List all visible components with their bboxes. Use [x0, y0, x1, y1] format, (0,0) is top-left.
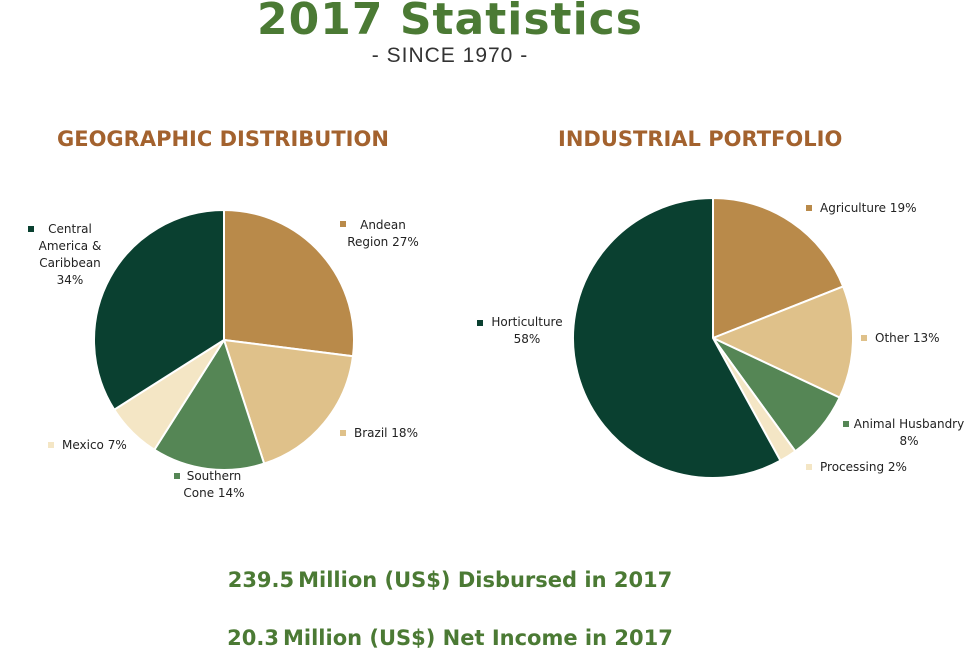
geo-slice-southern-cone [152, 337, 266, 471]
geo-slice-andean-region [223, 208, 355, 358]
income-amount: 20.3 [227, 626, 279, 650]
net-income-stat: 20.3 Million (US$) Net Income in 2017 [0, 626, 900, 650]
page-title: 2017 Statistics [257, 0, 643, 45]
ind-slice-other [710, 285, 854, 399]
ind-legend-swatch-processing [806, 464, 812, 470]
ind-legend-swatch-animal-husbandry [843, 421, 849, 427]
geo-slice-central-america-caribbean [93, 208, 225, 412]
geo-legend-swatch-southern-cone [174, 473, 180, 479]
ind-label-agriculture: Agriculture 19% [820, 201, 916, 215]
ind-label-other: Other 13% [875, 331, 940, 345]
geo-slice-brazil [222, 338, 355, 465]
ind-label-horticulture: Horticulture 58% [491, 315, 562, 346]
ind-legend-swatch-horticulture [477, 320, 483, 326]
ind-legend-swatch-agriculture [806, 205, 812, 211]
industrial-portfolio-title: INDUSTRIAL PORTFOLIO [558, 127, 843, 151]
page-subtitle: - SINCE 1970 - [371, 44, 529, 67]
ind-legend-swatch-other [861, 335, 867, 341]
ind-label-animal-husbandry: Animal Husbandry 8% [854, 417, 964, 448]
disbursed-amount: 239.5 [227, 568, 295, 592]
geo-label-mexico: Mexico 7% [62, 438, 127, 452]
geo-label-brazil: Brazil 18% [354, 426, 418, 440]
geo-legend-swatch-central-america-caribbean [28, 226, 34, 232]
geo-label-andean-region: Andean Region 27% [347, 218, 419, 249]
disbursed-stat: 239.5 Million (US$) Disbursed in 2017 [0, 568, 900, 592]
geo-legend-swatch-brazil [340, 430, 346, 436]
geo-legend-swatch-andean-region [340, 221, 346, 227]
geo-label-southern-cone: Southern Cone 14% [183, 469, 244, 500]
income-text: Million (US$) Net Income in 2017 [283, 626, 673, 650]
ind-label-processing: Processing 2% [820, 460, 907, 474]
disbursed-text: Million (US$) Disbursed in 2017 [298, 568, 673, 592]
geo-label-central-america-caribbean: Central America & Caribbean 34% [39, 222, 102, 287]
ind-slice-agriculture [712, 196, 845, 340]
geographic-distribution-title: GEOGRAPHIC DISTRIBUTION [57, 127, 389, 151]
ind-slice-horticulture [572, 196, 782, 479]
geo-legend-swatch-mexico [48, 442, 54, 448]
